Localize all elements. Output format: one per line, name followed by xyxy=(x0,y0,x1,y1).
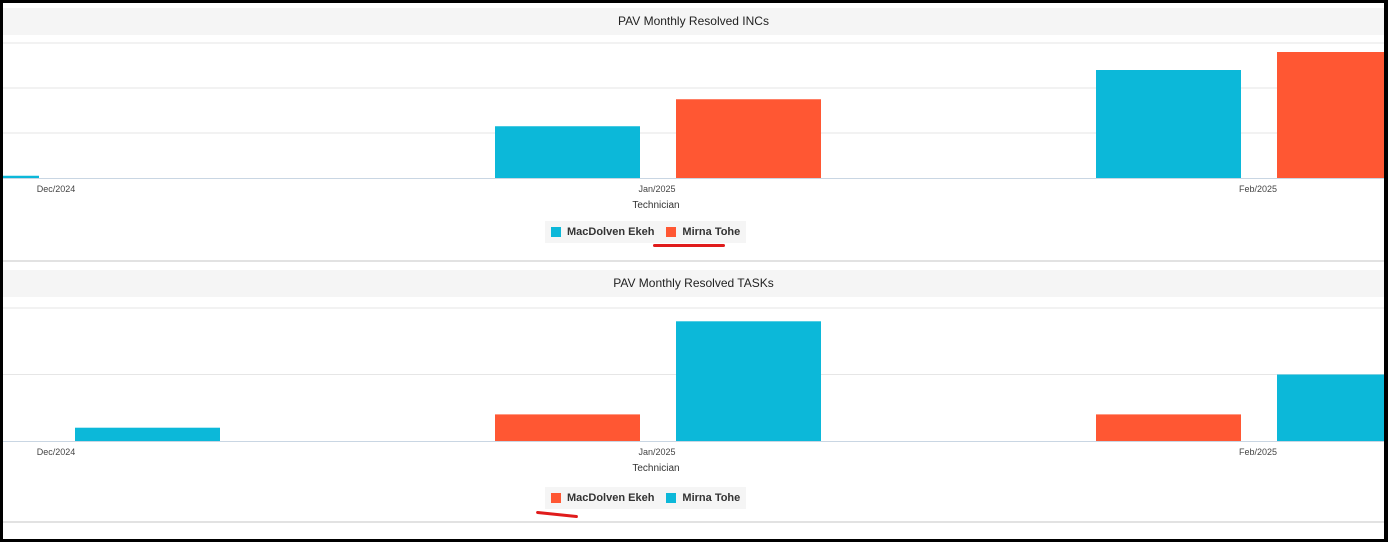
x-axis-title: Technician xyxy=(632,463,679,474)
chart-legend: MacDolven Ekeh Mirna Tohe xyxy=(545,487,747,509)
x-tick-label: Feb/2025 xyxy=(1239,184,1277,194)
bar-mirna-tohe-feb-2025 xyxy=(1277,52,1384,178)
legend-swatch xyxy=(551,227,561,237)
legend-item-mirna[interactable]: Mirna Tohe xyxy=(666,492,740,504)
x-tick-label: Dec/2024 xyxy=(37,447,76,457)
bar-mirna-tohe-jan-2025 xyxy=(676,99,821,178)
legend-item-mirna[interactable]: Mirna Tohe xyxy=(666,226,740,238)
inc-chart-panel: PAV Monthly Resolved INCs Dec/2024 Jan/20… xyxy=(3,8,1384,262)
task-chart-panel: PAV Monthly Resolved TASKs Dec/2024 Jan/2… xyxy=(3,268,1384,523)
bar-mirna-tohe-jan-2025 xyxy=(676,321,821,441)
legend-label: Mirna Tohe xyxy=(682,226,741,238)
bar-macdolven-ekeh-feb-2025 xyxy=(1096,414,1241,441)
bar-macdolven-ekeh-feb-2025 xyxy=(1096,70,1241,178)
legend-item-macdolven[interactable]: MacDolven Ekeh xyxy=(551,226,654,238)
chart-legend: MacDolven Ekeh Mirna Tohe xyxy=(545,221,747,243)
legend-swatch xyxy=(551,493,561,503)
chart-title: PAV Monthly Resolved INCs xyxy=(3,8,1384,35)
legend-swatch xyxy=(666,227,677,237)
legend-item-macdolven[interactable]: MacDolven Ekeh xyxy=(551,492,654,504)
legend-label: Mirna Tohe xyxy=(682,492,741,504)
x-tick-label: Dec/2024 xyxy=(37,184,76,194)
bar-mirna-tohe-dec-2024 xyxy=(75,427,220,441)
x-axis-title: Technician xyxy=(632,200,679,211)
bar-macdolven-ekeh-dec-2024 xyxy=(3,175,39,178)
bar-macdolven-ekeh-jan-2025 xyxy=(495,414,640,441)
dashboard: PAV Monthly Resolved INCs Dec/2024 Jan/20… xyxy=(3,3,1384,539)
legend-label: MacDolven Ekeh xyxy=(567,492,655,504)
bar-mirna-tohe-feb-2025 xyxy=(1277,374,1384,441)
chart-title: PAV Monthly Resolved TASKs xyxy=(3,270,1384,297)
red-underline-annotation xyxy=(653,244,725,247)
inc-bar-chart: Dec/2024 Jan/2025 Feb/2025 Technician xyxy=(3,42,1384,211)
bar-macdolven-ekeh-jan-2025 xyxy=(495,126,640,178)
x-tick-label: Feb/2025 xyxy=(1239,447,1277,457)
legend-label: MacDolven Ekeh xyxy=(567,226,655,238)
x-tick-label: Jan/2025 xyxy=(638,447,675,457)
x-tick-label: Jan/2025 xyxy=(638,184,675,194)
legend-swatch xyxy=(666,493,677,503)
task-bar-chart: Dec/2024 Jan/2025 Feb/2025 Technician xyxy=(3,307,1384,474)
